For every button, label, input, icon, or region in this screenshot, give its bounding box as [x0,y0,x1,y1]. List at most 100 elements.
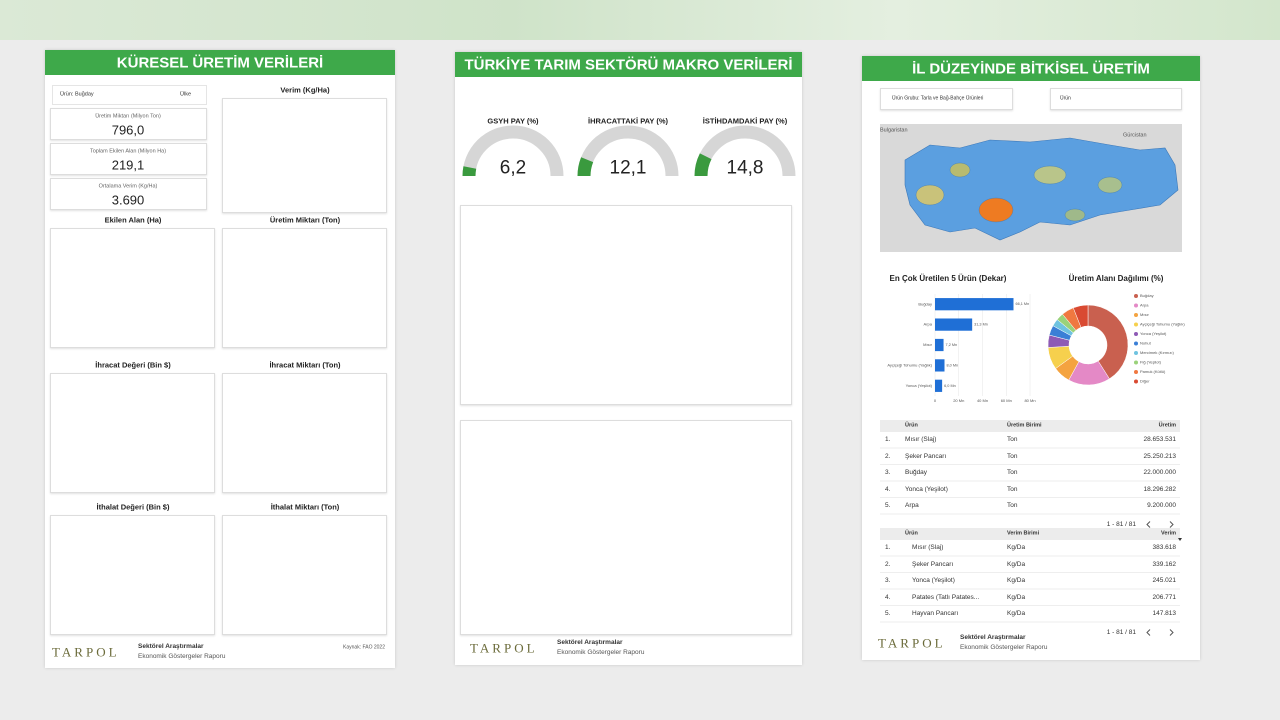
panel-title: TÜRKİYE TARIM SEKTÖRÜ MAKRO VERİLERİ [464,56,793,74]
table-cell: Arpa [905,501,919,509]
legend-label: Arpa [1140,303,1149,308]
legend-label: Ayçiçeği Tohumu (Yağlık) [1140,322,1185,327]
table-cell: Mısır (Slaj) [905,435,937,443]
table-cell: 3. [885,576,891,584]
filter-label: Ürün: Buğday [60,91,94,98]
panel-title-bar [455,52,802,77]
bar [935,338,944,352]
x-tick-label: 20 Mn [953,398,964,403]
table-cell: 4. [885,485,891,493]
legend-swatch [1134,379,1138,384]
filter-label: Ürün [1060,95,1071,102]
value-label: 6,0 Mn [944,384,956,388]
kpi-card [50,178,207,210]
page-next [1169,629,1174,636]
table-cell: Şeker Pancarı [905,452,947,460]
province [915,184,945,206]
panel-title-bar [862,56,1200,81]
map-card [50,373,215,493]
map-card [222,228,387,348]
table-cell: 2. [885,560,891,568]
panel-title: KÜRESEL ÜRETİM VERİLERİ [116,54,324,72]
footer-line: Ekonomik Göstergeler Raporu [138,652,226,660]
table-cell: Buğday [905,468,928,476]
table-cell: 25.250.213 [1143,452,1176,460]
panel-title: İL DÜZEYİNDE BİTKİSEL ÜRETİM [912,60,1150,78]
table-cell: Kg/Da [1007,609,1026,617]
gauge-title: GSYH PAY (%) [487,116,539,126]
pie-slice [1087,304,1129,380]
footer-line: Sektörel Araştırmalar [960,633,1026,641]
map-card [50,515,215,635]
table-cell: Ton [1007,501,1018,509]
legend-swatch [1134,294,1138,298]
x-tick-label: 80 Mn [1024,398,1035,403]
y-tick-label: Yonca (Yeşilot) [906,383,933,388]
legend-label: Fiğ (Yeşilot) [1140,360,1162,365]
table-cell: 5. [885,609,891,617]
panel-title-bar [45,50,395,75]
map-label: Gürcistan [1123,132,1147,139]
table-cell: 383.618 [1152,543,1177,551]
table-cell: 339.162 [1152,560,1177,568]
kpi-value: 3.690 [111,192,145,208]
legend-label: Nohut [1140,341,1152,346]
table-cell: Yonca (Yeşilot) [912,576,955,584]
legend-label: Buğday [1140,293,1154,298]
page-prev [1146,629,1151,636]
legend-swatch [1134,322,1138,327]
map-card [222,373,387,493]
legend-label: Mısır [1140,312,1150,317]
legend-swatch [1134,341,1138,346]
table-cell: Yonca (Yeşilot) [905,485,948,493]
legend-label: Mercimek (Kırmızı) [1140,350,1174,355]
value-label: 7,2 Mn [946,343,958,347]
turkey-map [904,137,1179,241]
footer-logo: TARPOL [470,640,538,656]
province [978,197,1014,223]
gauge-value-label: 6,2 [499,157,527,179]
table-header: Ürün [905,422,918,429]
table-cell: Şeker Pancarı [912,560,954,568]
map-title: İhracat Değeri (Bin $) [95,360,171,370]
gauge-value [577,157,594,177]
chart-card [460,420,792,635]
gauge-track [462,125,564,177]
table-header-bg [880,528,1180,540]
gauge-value-label: 14,8 [726,157,764,179]
x-tick-label: 40 Mn [977,398,988,403]
y-tick-label: Ayçiçeği Tohumu (Yağlık) [887,362,932,367]
pie-slice [1072,304,1089,328]
kpi-label: Ortalama Verim (Kg/Ha) [98,183,158,190]
table-cell: 5. [885,501,891,509]
chart-title: Üretim Alanı Dağılımı (%) [1068,274,1164,283]
table-header: Verim [1161,530,1176,537]
value-label: 66,1 Mn [1015,302,1029,306]
legend-swatch [1134,360,1138,365]
table-cell: Ton [1007,485,1018,493]
kpi-value: 219,1 [111,157,145,173]
footer-logo: TARPOL [52,644,120,660]
table-cell: Kg/Da [1007,576,1026,584]
table-cell: 3. [885,468,891,476]
table-cell: 22.000.000 [1143,468,1176,476]
legend-label: Pamuk (Kütlü) [1140,369,1166,374]
table-header: Verim Birimi [1007,530,1040,537]
legend-swatch [1134,332,1138,336]
table-cell: 147.813 [1152,609,1177,617]
gauge-track [577,125,679,177]
pagination: 1 - 81 / 81 [1106,628,1136,636]
footer-logo: TARPOL [878,635,946,651]
legend-swatch [1134,303,1138,308]
table-cell: 206.771 [1152,593,1177,601]
legend-swatch [1134,313,1138,317]
kpi-value: 796,0 [111,122,145,138]
kpi-label: Üretim Miktarı (Milyon Ton) [95,113,161,120]
dropdown [1050,88,1182,110]
table-cell: 245.021 [1152,576,1177,584]
table-header: Ürün [905,530,918,537]
map-title: İthalat Miktarı (Ton) [270,502,340,512]
table-cell: 9.200.000 [1147,501,1176,509]
footer-line: Ekonomik Göstergeler Raporu [960,643,1048,651]
y-tick-label: Buğday [918,301,932,306]
